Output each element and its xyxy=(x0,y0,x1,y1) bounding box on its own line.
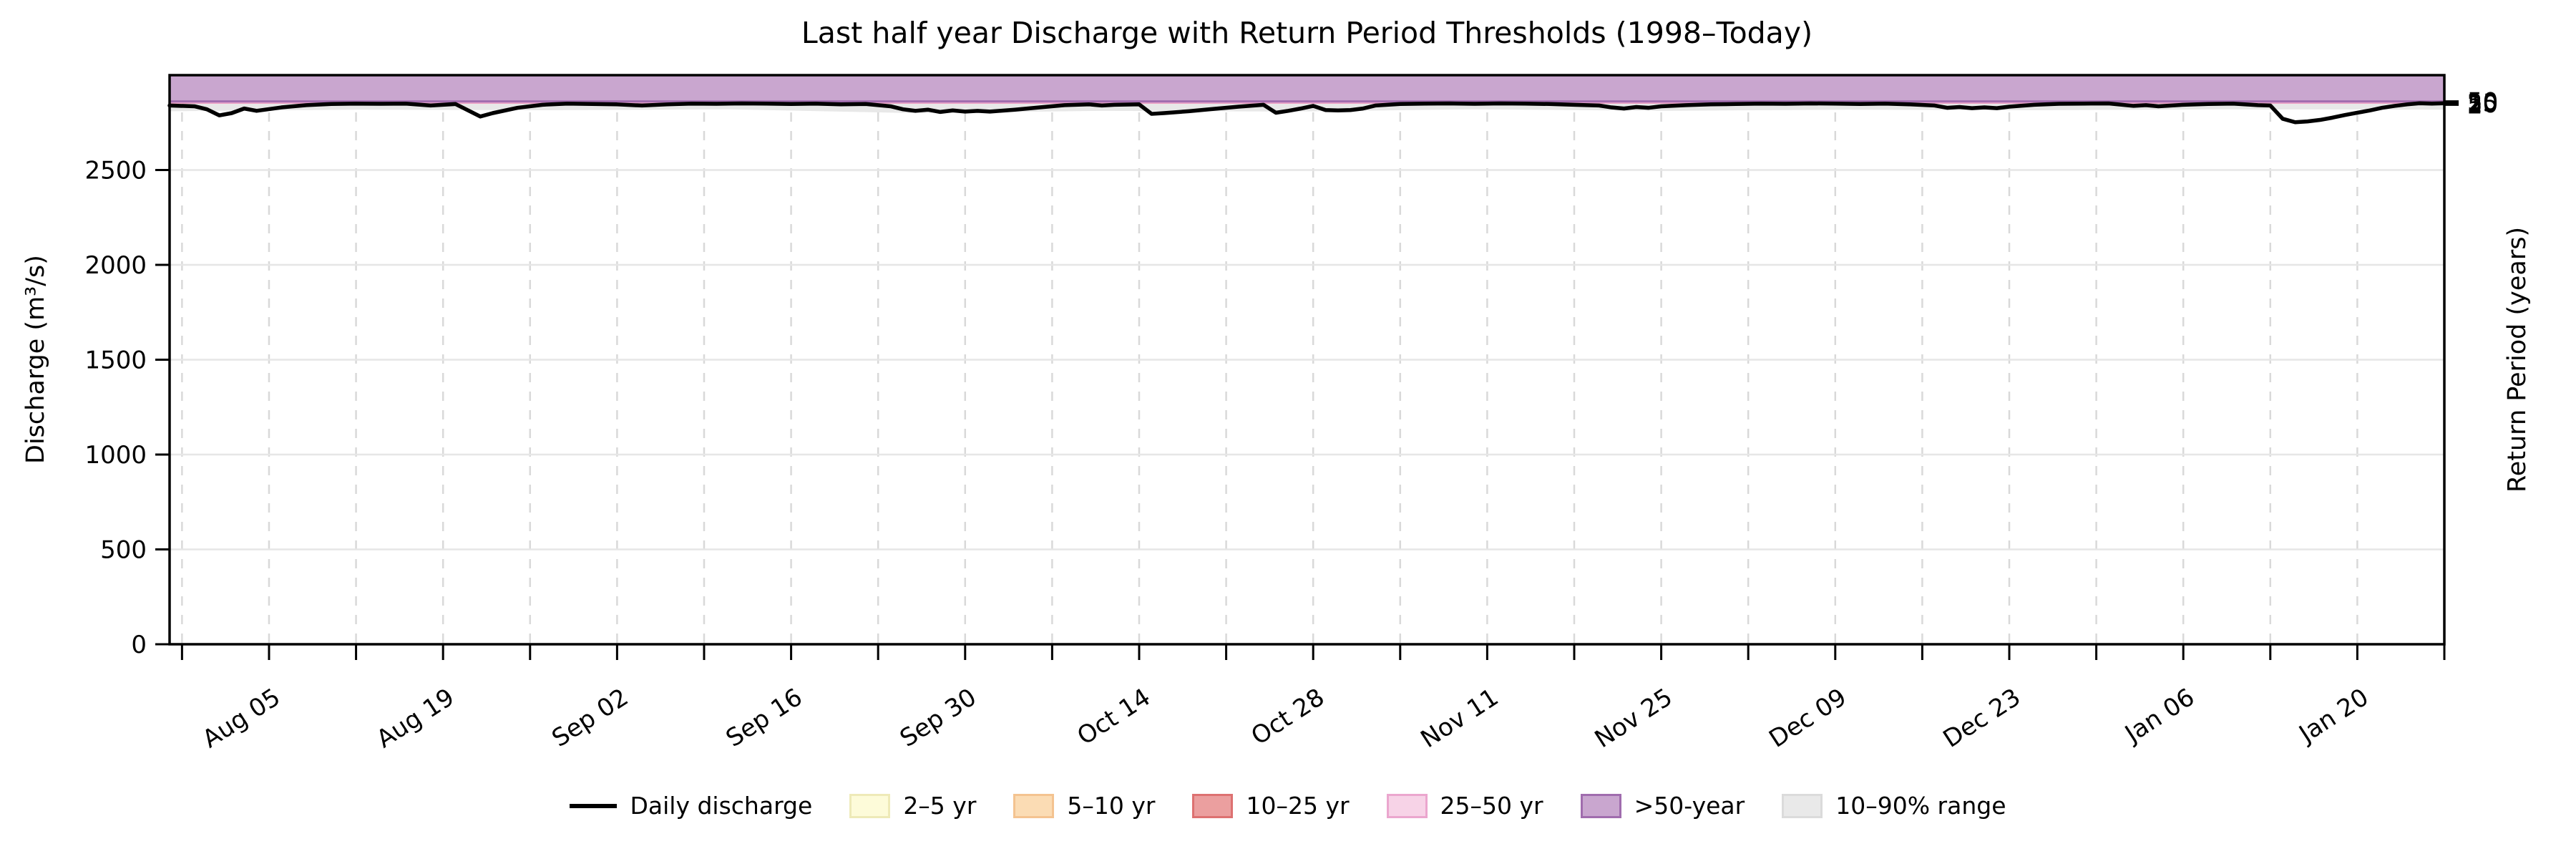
svg-text:10: 10 xyxy=(2467,90,2498,119)
legend-label: >50-year xyxy=(1634,792,1745,820)
svg-text:Jan 20: Jan 20 xyxy=(2293,683,2374,749)
legend-patch-swatch xyxy=(849,793,891,818)
svg-text:Nov 11: Nov 11 xyxy=(1415,683,1503,754)
svg-text:Oct 28: Oct 28 xyxy=(1246,683,1330,751)
legend-item-2: 5–10 yr xyxy=(1013,792,1155,820)
legend-label: 2–5 yr xyxy=(903,792,977,820)
svg-text:50: 50 xyxy=(2467,88,2498,117)
svg-text:0: 0 xyxy=(131,631,147,659)
svg-text:Dec 09: Dec 09 xyxy=(1764,683,1851,754)
legend-patch-swatch xyxy=(1782,793,1823,818)
legend-item-4: 25–50 yr xyxy=(1386,792,1543,820)
legend: Daily discharge 2–5 yr 5–10 yr 10–25 yr 25–5… xyxy=(0,792,2576,820)
svg-text:Sep 30: Sep 30 xyxy=(895,683,982,753)
legend-label: Daily discharge xyxy=(630,792,813,820)
svg-text:5: 5 xyxy=(2467,91,2483,120)
legend-patch-swatch xyxy=(1013,793,1055,818)
legend-patch-swatch xyxy=(1580,793,1621,818)
svg-text:Aug 05: Aug 05 xyxy=(197,683,286,754)
svg-text:2: 2 xyxy=(2467,91,2483,120)
svg-text:1000: 1000 xyxy=(84,441,147,470)
svg-text:2000: 2000 xyxy=(84,251,147,280)
svg-text:Dec 23: Dec 23 xyxy=(1938,683,2026,754)
svg-text:Aug 19: Aug 19 xyxy=(371,683,459,754)
svg-text:1500: 1500 xyxy=(84,346,147,375)
legend-patch-swatch xyxy=(1192,793,1234,818)
legend-label: 5–10 yr xyxy=(1067,792,1156,820)
legend-line-swatch xyxy=(570,803,618,808)
svg-text:Nov 25: Nov 25 xyxy=(1590,683,1678,754)
legend-item-0: Daily discharge xyxy=(570,792,812,820)
chart-title: Last half year Discharge with Return Per… xyxy=(801,16,1813,50)
legend-item-6: 10–90% range xyxy=(1782,792,2006,820)
svg-text:Oct 14: Oct 14 xyxy=(1072,683,1155,751)
legend-item-5: >50-year xyxy=(1580,792,1745,820)
legend-label: 10–25 yr xyxy=(1246,792,1350,820)
svg-text:Jan 06: Jan 06 xyxy=(2119,683,2200,749)
svg-text:Sep 16: Sep 16 xyxy=(721,683,808,753)
legend-label: 10–90% range xyxy=(1835,792,2006,820)
svg-text:Sep 02: Sep 02 xyxy=(547,683,633,753)
svg-text:500: 500 xyxy=(100,536,147,565)
svg-text:25: 25 xyxy=(2467,89,2498,117)
legend-item-1: 2–5 yr xyxy=(849,792,976,820)
legend-label: 25–50 yr xyxy=(1440,792,1543,820)
legend-item-3: 10–25 yr xyxy=(1192,792,1350,820)
svg-text:2500: 2500 xyxy=(84,157,147,185)
legend-patch-swatch xyxy=(1386,793,1428,818)
